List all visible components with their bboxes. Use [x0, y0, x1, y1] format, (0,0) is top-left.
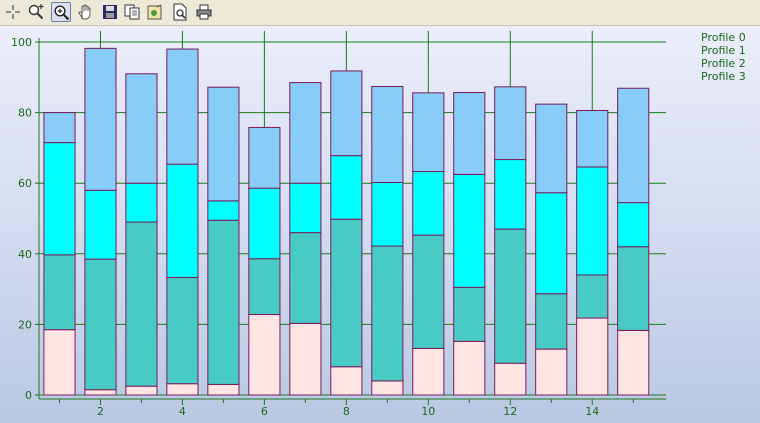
x-tick-label: 4 — [179, 405, 186, 418]
axes: 0 20 40 60 80 100 2 4 6 8 10 12 14 — [11, 36, 666, 418]
bar-segment — [453, 340, 486, 396]
bar-segment — [43, 142, 76, 256]
bar-segment — [453, 286, 486, 342]
save-icon[interactable] — [100, 2, 120, 22]
bar-segment — [494, 362, 527, 396]
legend-entry: Profile 0 — [701, 31, 746, 44]
bar-segment — [248, 258, 281, 316]
bar-segment — [576, 317, 609, 396]
bar-segment — [576, 166, 609, 276]
bar-segment — [207, 383, 240, 396]
legend-entry: Profile 1 — [701, 44, 746, 57]
bar-segment — [412, 171, 445, 236]
bar-segment — [84, 47, 117, 191]
y-tick-label: 100 — [11, 36, 32, 49]
copy-icon[interactable] — [122, 2, 142, 22]
bar-segment — [576, 274, 609, 319]
bar-segment — [371, 85, 404, 183]
bar-segment — [166, 163, 199, 278]
x-tick-label: 8 — [343, 405, 350, 418]
bar-segment — [330, 366, 363, 396]
bar-segment — [576, 109, 609, 168]
bar-segment — [535, 192, 568, 295]
properties-icon[interactable] — [145, 2, 165, 22]
pan-hand-icon[interactable] — [76, 2, 96, 22]
bar-segment — [535, 348, 568, 396]
bar-segment — [412, 92, 445, 173]
bar-segment — [166, 276, 199, 385]
legend-entry: Profile 2 — [701, 57, 746, 70]
bar-segment — [371, 181, 404, 247]
bar-segment — [494, 86, 527, 161]
bar-segment — [330, 155, 363, 220]
bar-segment — [535, 103, 568, 194]
bar-segment — [43, 329, 76, 396]
bar-segment — [289, 322, 322, 396]
bar-segment — [125, 73, 158, 184]
bar-segment — [289, 182, 322, 234]
bar-segment — [248, 314, 281, 396]
bar-segment — [207, 86, 240, 202]
x-tick-label: 2 — [97, 405, 104, 418]
x-tick-label: 12 — [503, 405, 517, 418]
print-preview-icon[interactable] — [170, 2, 190, 22]
zoom-in-plus-icon[interactable] — [26, 2, 46, 22]
bar-segment — [289, 232, 322, 324]
bar-segment — [84, 189, 117, 260]
bar-segment — [371, 245, 404, 382]
bar-segment — [371, 380, 404, 396]
zoom-icon[interactable] — [51, 2, 71, 22]
bar-segment — [43, 112, 76, 144]
x-tick-label: 14 — [585, 405, 599, 418]
toolbar — [0, 0, 760, 26]
bar-segment — [125, 385, 158, 396]
bar-segment — [494, 228, 527, 364]
bar-segment — [207, 219, 240, 385]
bar-segment — [617, 202, 650, 248]
bar-segment — [248, 126, 281, 189]
y-tick-label: 80 — [18, 107, 32, 120]
bar-segment — [166, 383, 199, 396]
bar-segment — [617, 329, 650, 396]
bar-segment — [494, 159, 527, 230]
bar-segment — [453, 173, 486, 288]
bar-segment — [207, 200, 240, 221]
bar-segment — [453, 91, 486, 175]
x-tick-label: 6 — [261, 405, 268, 418]
bar-segment — [535, 293, 568, 350]
bar-segment — [330, 70, 363, 157]
bar-stacks — [43, 47, 650, 396]
bar-segment — [248, 187, 281, 260]
bar-segment — [412, 347, 445, 396]
bar-segment — [43, 254, 76, 331]
y-tick-label: 40 — [18, 248, 32, 261]
bar-segment — [330, 218, 363, 368]
y-tick-label: 0 — [25, 389, 32, 402]
y-tick-label: 20 — [18, 318, 32, 331]
bar-segment — [125, 221, 158, 387]
crosshair-icon[interactable] — [3, 2, 23, 22]
bar-segment — [84, 389, 117, 396]
y-tick-label: 60 — [18, 177, 32, 190]
legend-entry: Profile 3 — [701, 70, 746, 83]
bar-segment — [412, 234, 445, 349]
bar-segment — [84, 258, 117, 391]
bar-segment — [617, 87, 650, 204]
bar-segment — [166, 48, 199, 165]
bar-segment — [125, 182, 158, 223]
print-icon[interactable] — [194, 2, 214, 22]
bar-segment — [617, 246, 650, 331]
x-tick-label: 10 — [421, 405, 435, 418]
bar-segment — [289, 82, 322, 184]
